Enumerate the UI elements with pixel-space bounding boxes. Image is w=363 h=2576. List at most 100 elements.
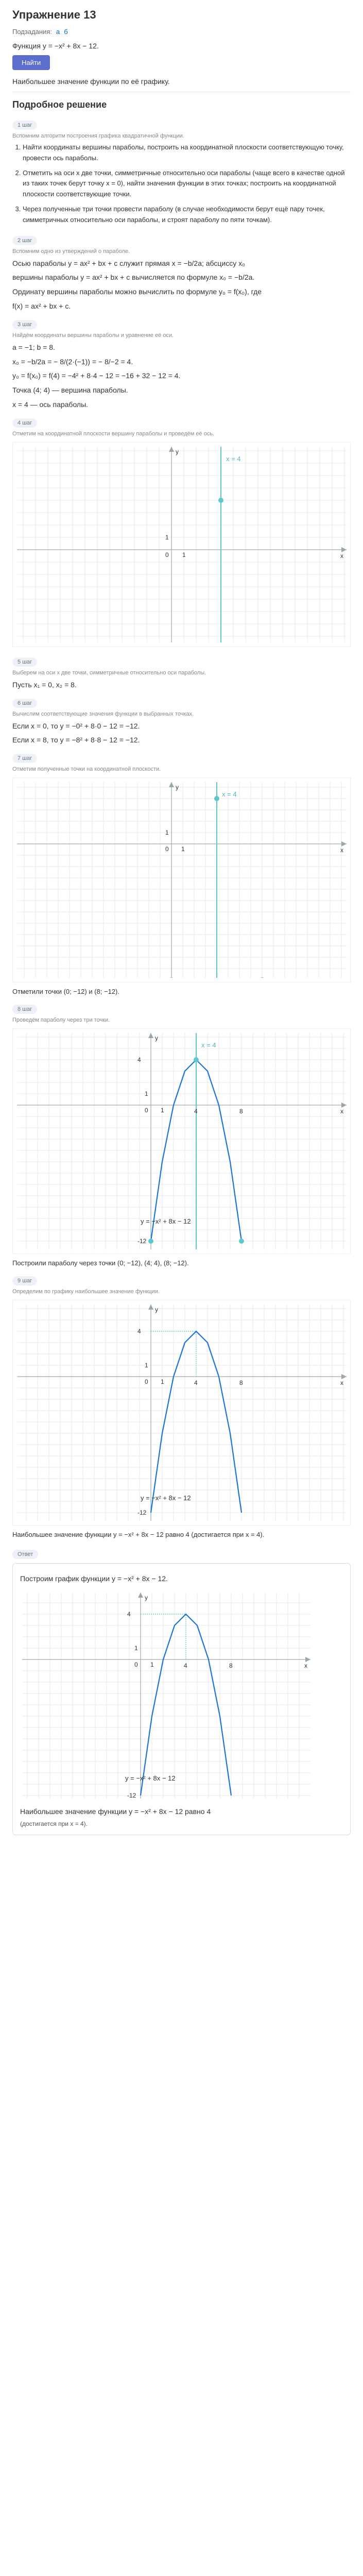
svg-text:y = −x² + 8x − 12: y = −x² + 8x − 12 xyxy=(141,1217,191,1225)
svg-text:x = 4: x = 4 xyxy=(201,1041,216,1049)
chart-2: 0 1 1 x y x = 4 xyxy=(12,777,351,982)
algo-item: Найти координаты вершины параболы, постр… xyxy=(23,142,351,164)
svg-text:1: 1 xyxy=(182,551,186,558)
step-badge-5: 5 шаг xyxy=(12,657,37,667)
svg-text:8: 8 xyxy=(229,1662,233,1669)
svg-text:x: x xyxy=(340,1108,343,1115)
svg-text:8: 8 xyxy=(239,1108,243,1115)
svg-text:0: 0 xyxy=(165,845,169,853)
result-text: Наибольшее значение функции по её график… xyxy=(12,77,351,86)
svg-text:1: 1 xyxy=(165,534,169,541)
step4-note: Отметим на координатной плоскости вершин… xyxy=(12,431,351,437)
math: a = −1; b = 8. xyxy=(12,342,351,354)
svg-text:1: 1 xyxy=(145,1090,148,1097)
svg-text:-12: -12 xyxy=(127,1792,136,1799)
step5-note: Выберем на оси x две точки, симметричные… xyxy=(12,670,351,676)
answer-box: Построим график функции y = −x² + 8x − 1… xyxy=(12,1563,351,1835)
svg-text:4: 4 xyxy=(194,1108,198,1115)
math: Ординату вершины параболы можно вычислит… xyxy=(12,286,351,298)
chart-1: 0 1 1 x y x = 4 xyxy=(12,442,351,647)
svg-text:1: 1 xyxy=(150,1661,154,1668)
svg-text:y: y xyxy=(155,1306,158,1313)
step2-note: Вспомним одно из утверждений о параболе. xyxy=(12,248,351,255)
svg-text:0: 0 xyxy=(165,551,169,558)
math: Если x = 0, то y = −0² + 8·0 − 12 = −12. xyxy=(12,720,351,733)
step3-note: Найдём координаты вершины параболы и ура… xyxy=(12,332,351,338)
answer-footer: Наибольшее значение функции y = −x² + 8x… xyxy=(20,1806,343,1818)
step7-note: Отметим полученные точки на координатной… xyxy=(12,766,351,772)
svg-text:x = 4: x = 4 xyxy=(226,455,241,463)
tab-a[interactable]: а xyxy=(56,28,60,36)
exercise-title: Упражнение 13 xyxy=(12,8,351,22)
math: y₀ = f(x₀) = f(4) = −4² + 8·4 − 12 = −16… xyxy=(12,370,351,382)
chart-3: 0 1 1 x y x = 4 4 -12 4 8 y = −x² + 8x − 12 xyxy=(12,1028,351,1254)
svg-text:y = −x² + 8x − 12: y = −x² + 8x − 12 xyxy=(125,1774,176,1782)
chart-5: 011xy4-1248y = −x² + 8x − 12 xyxy=(20,1590,343,1801)
answer-title: Построим график функции y = −x² + 8x − 1… xyxy=(20,1573,343,1585)
svg-text:y: y xyxy=(155,1035,158,1042)
algorithm-list: Найти координаты вершины параболы, постр… xyxy=(23,142,351,226)
answer-footer2: (достигается при x = 4). xyxy=(20,1820,343,1827)
step-badge-3: 3 шаг xyxy=(12,320,37,329)
find-button[interactable]: Найти xyxy=(12,55,50,70)
function-line: Функция y = −x² + 8x − 12. xyxy=(12,42,351,50)
math: x = 4 — ось параболы. xyxy=(12,399,351,411)
algo-item: Через полученные три точки провести пара… xyxy=(23,204,351,226)
answer-badge: Ответ xyxy=(12,1550,38,1559)
math: x₀ = −b/2a = − 8/(2·(−1)) = − 8/−2 = 4. xyxy=(12,356,351,368)
step-badge-4: 4 шаг xyxy=(12,418,37,428)
math: Пусть x₁ = 0, x₂ = 8. xyxy=(12,679,351,691)
chart-4: 0 1 1 x y 4 -12 4 8 y = −x² + 8x − 12 xyxy=(12,1300,351,1526)
func-expr: y = −x² + 8x − 12. xyxy=(43,42,99,50)
svg-text:1: 1 xyxy=(161,1378,164,1385)
subtask-tabs: Подзадания: а б xyxy=(12,28,351,36)
math: f(x) = ax² + bx + c. xyxy=(12,300,351,313)
svg-text:x: x xyxy=(340,846,343,854)
step-badge-7: 7 шаг xyxy=(12,754,37,763)
step8-note: Проведём параболу через три точки. xyxy=(12,1017,351,1023)
step-badge-8: 8 шаг xyxy=(12,1005,37,1014)
svg-text:1: 1 xyxy=(145,1362,148,1369)
step1-note: Вспомним алгоритм построения графика ква… xyxy=(12,133,351,139)
step9-note: Определим по графику наибольшее значение… xyxy=(12,1289,351,1295)
chart2-caption: Отметили точки (0; −12) и (8; −12). xyxy=(12,988,351,995)
svg-text:0: 0 xyxy=(145,1378,148,1385)
svg-text:1: 1 xyxy=(134,1645,138,1652)
svg-text:x: x xyxy=(340,1379,343,1386)
math: Осью параболы y = ax² + bx + c служит пр… xyxy=(12,258,351,270)
svg-text:-12: -12 xyxy=(137,1509,147,1516)
solution-title: Подробное решение xyxy=(12,99,351,110)
svg-text:y: y xyxy=(176,784,179,791)
svg-text:1: 1 xyxy=(161,1107,164,1114)
chart4-caption: Наибольшее значение функции y = −x² + 8x… xyxy=(12,1531,351,1538)
tab-b[interactable]: б xyxy=(64,28,67,36)
math: Точка (4; 4) — вершина параболы. xyxy=(12,384,351,397)
math: вершины параболы y = ax² + bx + c вычисл… xyxy=(12,272,351,284)
step-badge-9: 9 шаг xyxy=(12,1276,37,1285)
svg-text:y: y xyxy=(145,1594,148,1601)
svg-text:4: 4 xyxy=(127,1611,131,1618)
svg-text:x: x xyxy=(304,1662,307,1669)
svg-text:x: x xyxy=(340,552,343,560)
step6-note: Вычислим соответствующие значения функци… xyxy=(12,711,351,717)
svg-text:4: 4 xyxy=(137,1328,141,1335)
algo-item: Отметить на оси x две точки, симметричны… xyxy=(23,168,351,200)
svg-text:y = −x² + 8x − 12: y = −x² + 8x − 12 xyxy=(141,1494,191,1502)
svg-text:4: 4 xyxy=(194,1379,198,1386)
step-badge-6: 6 шаг xyxy=(12,699,37,708)
math: Если x = 8, то y = −8² + 8·8 − 12 = −12. xyxy=(12,734,351,747)
svg-text:x = 4: x = 4 xyxy=(222,790,237,798)
step-badge-1: 1 шаг xyxy=(12,121,37,130)
func-label: Функция xyxy=(12,42,41,50)
svg-text:8: 8 xyxy=(239,1379,243,1386)
subtask-label: Подзадания: xyxy=(12,28,52,36)
svg-text:4: 4 xyxy=(184,1662,187,1669)
chart3-caption: Построили параболу через точки (0; −12),… xyxy=(12,1259,351,1267)
svg-text:-12: -12 xyxy=(137,1238,147,1245)
svg-text:y: y xyxy=(176,448,179,455)
svg-text:1: 1 xyxy=(165,829,169,836)
svg-text:1: 1 xyxy=(181,845,185,853)
svg-text:0: 0 xyxy=(145,1107,148,1114)
step-badge-2: 2 шаг xyxy=(12,236,37,245)
svg-text:4: 4 xyxy=(137,1056,141,1063)
